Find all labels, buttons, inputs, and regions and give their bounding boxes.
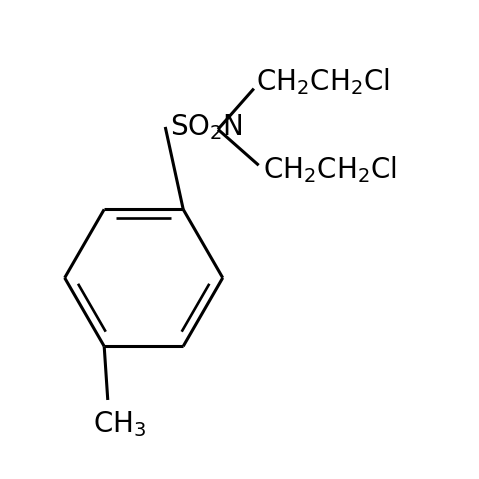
Text: $\mathrm{CH_3}$: $\mathrm{CH_3}$ xyxy=(93,409,147,439)
Text: $\mathrm{CH_2CH_2Cl}$: $\mathrm{CH_2CH_2Cl}$ xyxy=(256,66,390,97)
Text: $\mathrm{SO_2N}$: $\mathrm{SO_2N}$ xyxy=(170,112,243,142)
Text: $\mathrm{CH_2CH_2Cl}$: $\mathrm{CH_2CH_2Cl}$ xyxy=(263,155,397,185)
